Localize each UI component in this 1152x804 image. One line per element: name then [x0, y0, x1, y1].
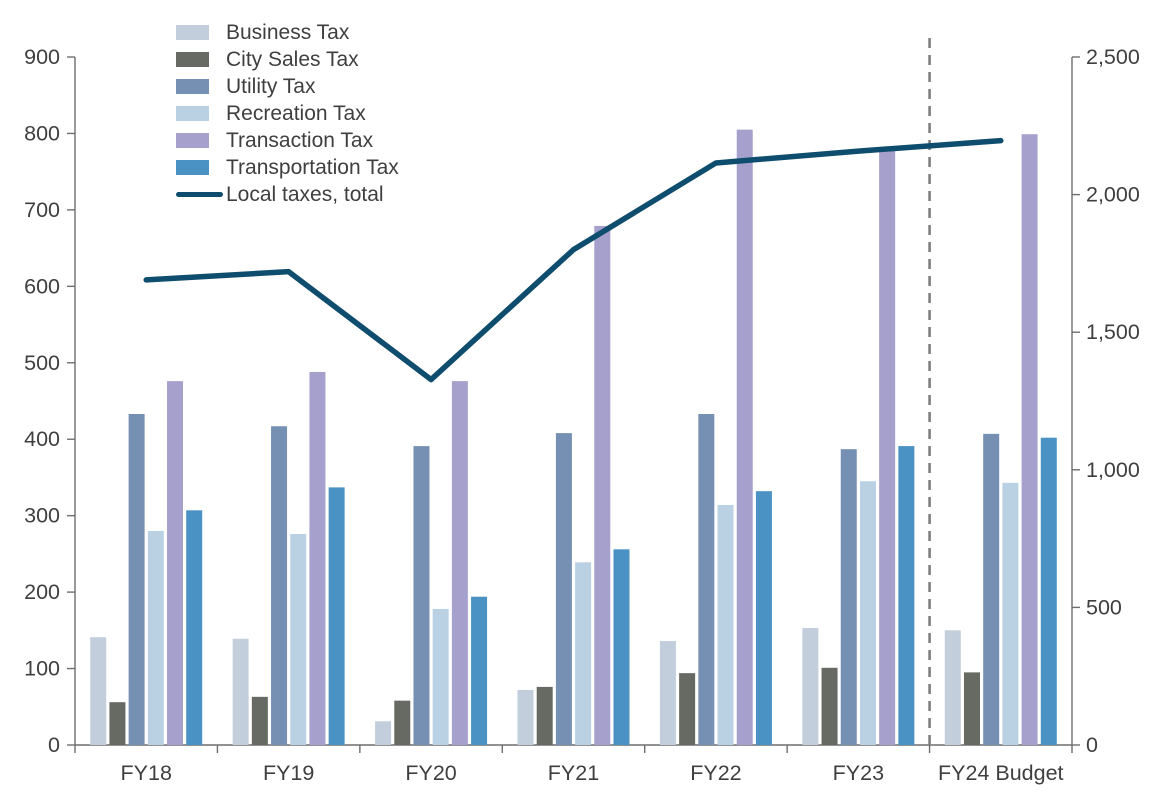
- local-taxes-total-line: [143, 137, 1004, 383]
- left-axis-tick-label: 200: [24, 580, 60, 604]
- bar-utility-tax-fy19: [271, 426, 288, 745]
- bar-transaction-tax-fy19: [309, 371, 326, 745]
- legend-color-swatch: [176, 106, 209, 121]
- legend-label: Local taxes, total: [226, 183, 384, 206]
- legend-color-swatch: [176, 52, 209, 67]
- legend-swatch-icon: [176, 106, 226, 121]
- legend: Business Tax City Sales Tax Utility Tax Rec…: [176, 19, 399, 208]
- bar-business-tax-fy21: [517, 689, 534, 745]
- legend-label: Business Tax: [226, 21, 350, 44]
- legend-color-swatch: [176, 79, 209, 94]
- legend-line-sample-icon: [176, 192, 226, 197]
- legend-item-local-taxes-total: Local taxes, total: [176, 181, 399, 208]
- legend-label: Utility Tax: [226, 75, 316, 98]
- bar-recreation-tax-fy22: [717, 504, 734, 745]
- bar-business-tax-fy19: [232, 638, 249, 745]
- legend-item-recreation-tax: Recreation Tax: [176, 100, 399, 127]
- bar-utility-tax-fy21: [555, 433, 572, 745]
- bar-transportation-tax-fy21: [613, 549, 630, 745]
- bar-city-sales-tax-fy21: [536, 686, 553, 745]
- left-axis-tick-label: 100: [24, 657, 60, 681]
- bar-city-sales-tax-fy24-budget: [963, 672, 980, 745]
- bar-recreation-tax-fy21: [575, 562, 592, 745]
- legend-item-transportation-tax: Transportation Tax: [176, 154, 399, 181]
- bar-transaction-tax-fy22: [736, 129, 753, 746]
- right-axis-tick-label: 1,500: [1086, 320, 1140, 344]
- bar-city-sales-tax-fy18: [109, 702, 126, 745]
- left-axis-tick-label: 500: [24, 351, 60, 375]
- right-axis-tick-label: 2,500: [1086, 45, 1140, 69]
- category-label: FY24 Budget: [938, 761, 1064, 785]
- bar-city-sales-tax-fy19: [251, 696, 268, 745]
- bar-utility-tax-fy18: [128, 413, 145, 745]
- bar-transaction-tax-fy18: [167, 381, 184, 745]
- bar-business-tax-fy20: [375, 721, 392, 745]
- bar-transaction-tax-fy23: [879, 147, 896, 746]
- bar-utility-tax-fy23: [840, 449, 857, 745]
- left-axis-tick-label: 300: [24, 504, 60, 528]
- legend-swatch-icon: [176, 79, 226, 94]
- bar-transportation-tax-fy24-budget: [1040, 437, 1057, 745]
- left-axis-tick-label: 600: [24, 274, 60, 298]
- bar-transaction-tax-fy24-budget: [1021, 134, 1038, 746]
- bar-business-tax-fy23: [802, 628, 819, 745]
- category-label: FY18: [121, 761, 172, 785]
- left-axis-tick-label: 400: [24, 427, 60, 451]
- bar-utility-tax-fy20: [413, 446, 430, 745]
- category-label: FY23: [833, 761, 884, 785]
- legend-item-utility-tax: Utility Tax: [176, 73, 399, 100]
- bar-city-sales-tax-fy20: [394, 700, 411, 745]
- right-axis-tick-label: 500: [1086, 595, 1122, 619]
- bar-recreation-tax-fy23: [859, 481, 876, 745]
- category-label: FY20: [405, 761, 456, 785]
- legend-label: Transportation Tax: [226, 156, 399, 179]
- bar-business-tax-fy24-budget: [944, 630, 961, 745]
- legend-item-city-sales-tax: City Sales Tax: [176, 46, 399, 73]
- bar-utility-tax-fy22: [698, 413, 715, 745]
- left-axis-tick-label: 900: [24, 45, 60, 69]
- bar-transportation-tax-fy20: [471, 596, 488, 745]
- right-axis-tick-label: 2,000: [1086, 183, 1140, 207]
- bar-business-tax-fy22: [659, 641, 676, 745]
- legend-color-swatch: [176, 133, 209, 148]
- legend-label: Recreation Tax: [226, 102, 366, 125]
- bar-business-tax-fy18: [90, 637, 107, 745]
- category-label: FY22: [690, 761, 741, 785]
- legend-item-transaction-tax: Transaction Tax: [176, 127, 399, 154]
- legend-color-swatch: [176, 25, 209, 40]
- bar-recreation-tax-fy19: [290, 534, 307, 745]
- legend-swatch-icon: [176, 133, 226, 148]
- legend-swatch-icon: [176, 160, 226, 175]
- legend-label: Transaction Tax: [226, 129, 374, 152]
- bar-city-sales-tax-fy22: [679, 673, 696, 745]
- left-axis-tick-label: 800: [24, 121, 60, 145]
- legend-color-swatch: [176, 160, 209, 175]
- bar-transportation-tax-fy23: [898, 446, 915, 745]
- bar-transaction-tax-fy21: [594, 225, 611, 746]
- legend-line-sample: [176, 192, 223, 197]
- category-label: FY21: [548, 761, 599, 785]
- bar-recreation-tax-fy18: [147, 530, 164, 745]
- right-axis-tick-label: 1,000: [1086, 458, 1140, 482]
- bar-recreation-tax-fy24-budget: [1002, 482, 1019, 745]
- bar-city-sales-tax-fy23: [821, 667, 838, 745]
- left-axis-tick-label: 0: [48, 733, 60, 757]
- bar-transportation-tax-fy18: [186, 510, 203, 745]
- bar-recreation-tax-fy20: [432, 608, 449, 745]
- legend-swatch-icon: [176, 25, 226, 40]
- left-axis-tick-label: 700: [24, 198, 60, 222]
- bar-transaction-tax-fy20: [451, 381, 468, 745]
- right-axis-tick-label: 0: [1086, 733, 1098, 757]
- legend-label: City Sales Tax: [226, 48, 359, 71]
- legend-item-business-tax: Business Tax: [176, 19, 399, 46]
- bar-utility-tax-fy24-budget: [983, 433, 1000, 745]
- legend-swatch-icon: [176, 52, 226, 67]
- bar-transportation-tax-fy22: [755, 491, 772, 745]
- category-label: FY19: [263, 761, 314, 785]
- bar-transportation-tax-fy19: [328, 487, 345, 745]
